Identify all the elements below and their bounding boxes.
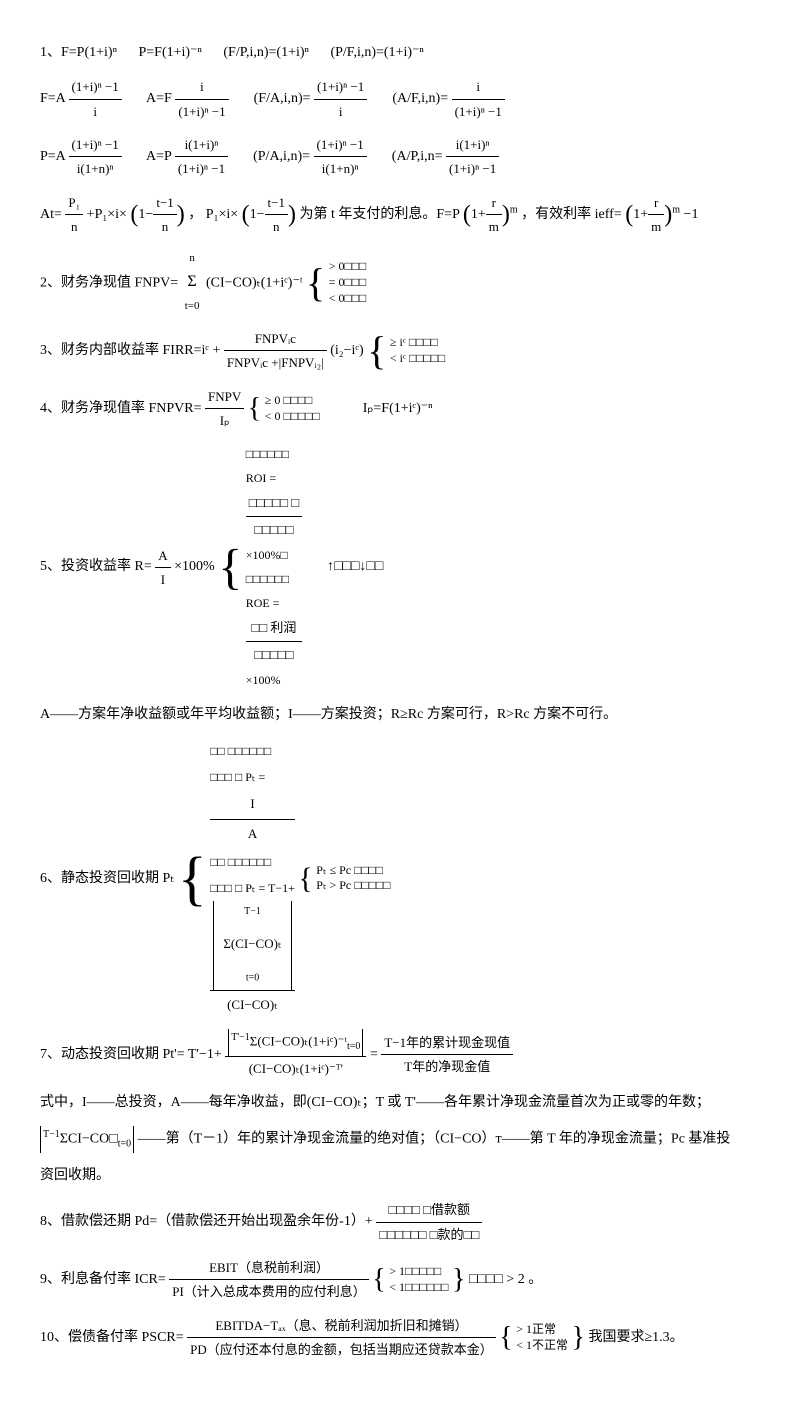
f6-label: 6、静态投资回收期 Pₜ [40,871,174,886]
af-frac: i(1+i)ⁿ −1 [175,75,228,123]
f7-note2: T−1ΣCI−CO□t=0 ——第（T－1）年的累计净现金流量的绝对值；（CI−… [40,1126,760,1153]
f7-frac: T'−1Σ(CI−CO)ₜ(1+iᶜ)⁻ᵗt=0 (CI−CO)ₜ(1+iᶜ)⁻… [225,1029,366,1080]
at-note2: 为第 t 年支付的利息。F=P [300,207,460,222]
f2-sum: n Σ t=0 [182,249,203,317]
at-comma: ， [188,207,202,222]
f5-label: 5、投资收益率 R= [40,560,152,575]
afin-lhs: (A/F,i,n)= [392,91,448,106]
at-note1: P₁×i× [206,207,238,222]
formula-4: 4、财务净现值率 FNPVR= FNPVIₚ { ≥ 0 □□□□ < 0 □□… [40,385,760,433]
f7-note1: 式中，I——总投资，A——每年净收益，即(CI−CO)ₜ；T 或 T'——各年累… [40,1090,760,1115]
at-t1: P₁n [65,191,83,239]
f4-ip: Iₚ=F(1+iᶜ)⁻ⁿ [363,401,433,416]
formula-10: 10、偿债备付率 PSCR= EBITDA−Tₐₓ（息、税前利润加折旧和摊销）P… [40,1314,760,1362]
f3-cases: ≥ iᶜ □□□□ < iᶜ □□□□□ [390,335,445,366]
ap-lhs: A=P [146,149,171,164]
at-eff-tail: −1 [684,207,699,222]
f10-tail: 我国要求≥1.3。 [588,1330,683,1345]
formula-7: 7、动态投资回收期 Pt'= T'−1+ T'−1Σ(CI−CO)ₜ(1+iᶜ)… [40,1029,760,1080]
f5-tail: ×100% [174,560,215,575]
fain-lhs: (F/A,i,n)= [254,91,311,106]
apin-frac: i(1+i)ⁿ(1+i)ⁿ −1 [446,133,499,181]
formula-3: 3、财务内部收益率 FIRR=iᶜ + FNPVᵢcFNPVᵢc +|FNPVᵢ… [40,327,760,375]
apin-lhs: (A/P,i,n= [392,149,443,164]
f7-eq: = [370,1047,378,1062]
f9-frac: EBIT（息税前利润）PI（计入总成本费用的应付利息） [169,1256,369,1304]
formula-5: 5、投资收益率 R= AI ×100% { □□□□□□ ROI = □□□□□… [40,442,760,692]
at-inner: t−1n [153,191,176,239]
f7-rhs: T−1年的累计现金现值T年的净现金值 [381,1031,513,1079]
at-rm: rm [486,191,502,239]
f3-frac: FNPVᵢcFNPVᵢc +|FNPVᵢ₂| [224,327,327,375]
f1-line1d: (P/F,i,n)=(1+i)⁻ⁿ [330,45,423,60]
f8-frac: □□□□ □借款额□□□□□□ □款的□□ [376,1198,482,1246]
f7-label: 7、动态投资回收期 Pt'= [40,1047,185,1062]
f1-line1a: 1、F=P(1+i)ⁿ [40,45,117,60]
fain-frac: (1+i)ⁿ −1i [314,75,367,123]
f9-label: 9、利息备付率 ICR= [40,1272,166,1287]
f2-cases: > 0□□□ = 0□□□ < 0□□□ [329,259,367,306]
f10-label: 10、偿债备付率 PSCR= [40,1330,184,1345]
f9-cases: > 1□□□□□ < 1□□□□□□ [389,1264,448,1295]
formula-6: 6、静态投资回收期 Pₜ { □□ □□□□□□ □□□ □ Pₜ = IA □… [40,738,760,1019]
at-eff: ，有效利率 ieff= [521,207,622,222]
f9-tail: □□□□ > 2 。 [469,1272,542,1287]
formula-1-at: At= P₁n +P₁×i× (1−t−1n) ， P₁×i× (1−t−1n)… [40,191,760,239]
at-lhs: At= [40,207,62,222]
formula-1-row3: P=A (1+i)ⁿ −1i(1+n)ⁿ A=P i(1+i)ⁿ(1+i)ⁿ −… [40,133,760,181]
f5-arrow: ↑□□□↓□□ [327,560,383,575]
formula-1-row2: F=A (1+i)ⁿ −1i A=F i(1+i)ⁿ −1 (F/A,i,n)=… [40,75,760,123]
af-lhs: A=F [146,91,172,106]
f4-cases: ≥ 0 □□□□ < 0 □□□□□ [265,393,320,424]
formula-2: 2、财务净现值 FNPV= n Σ t=0 (CI−CO)ₜ(1+iᶜ)⁻ᵗ {… [40,249,760,317]
pa-lhs: P=A [40,149,65,164]
fa-frac: (1+i)ⁿ −1i [69,75,122,123]
ap-frac: i(1+i)ⁿ(1+i)ⁿ −1 [175,133,228,181]
f1-line1c: (F/P,i,n)=(1+i)ⁿ [223,45,309,60]
at-rm2: rm [648,191,664,239]
f10-cases: > 1正常 < 1不正常 [516,1322,568,1353]
f2-body: (CI−CO)ₜ(1+iᶜ)⁻ᵗ [206,275,303,290]
f3-label: 3、财务内部收益率 FIRR=iᶜ + [40,343,220,358]
f5-cases: □□□□□□ ROI = □□□□□ □□□□□□ ×100%□ □□□□□□ … [246,442,302,692]
f3-tail: (i₂−iᶜ) [330,343,363,358]
pain-frac: (1+i)ⁿ −1i(1+n)ⁿ [314,133,367,181]
f7-note3: 资回收期。 [40,1163,760,1188]
formula-1: 1、F=P(1+i)ⁿ P=F(1+i)⁻ⁿ (F/P,i,n)=(1+i)ⁿ … [40,40,760,65]
formula-9: 9、利息备付率 ICR= EBIT（息税前利润）PI（计入总成本费用的应付利息）… [40,1256,760,1304]
at-inner2: t−1n [265,191,288,239]
afin-frac: i(1+i)ⁿ −1 [452,75,505,123]
pain-lhs: (P/A,i,n)= [253,149,310,164]
at-exp: m [510,204,518,215]
fa-lhs: F=A [40,91,65,106]
f2-label: 2、财务净现值 FNPV= [40,275,178,290]
f4-frac: FNPVIₚ [205,385,244,433]
at-plus: +P₁×i× [87,207,127,222]
f6-cases: Pₜ ≤ Pc □□□□ Pₜ > Pc □□□□□ [316,863,390,894]
formula-8: 8、借款偿还期 Pd=（借款偿还开始出现盈余年份-1）+ □□□□ □借款额□□… [40,1198,760,1246]
f5-frac: AI [155,544,170,592]
f4-label: 4、财务净现值率 FNPVR= [40,401,202,416]
f10-frac: EBITDA−Tₐₓ（息、税前利润加折旧和摊销）PD（应付还本付息的金额，包括当… [187,1314,496,1362]
f8-label: 8、借款偿还期 Pd=（借款偿还开始出现盈余年份-1）+ [40,1214,373,1229]
formula-5-note: A——方案年净收益额或年平均收益额；I——方案投资；R≥Rc 方案可行，R>Rc… [40,702,760,727]
at-exp2: m [672,204,680,215]
f7-lhs: T'−1+ [188,1047,222,1062]
pa-frac: (1+i)ⁿ −1i(1+n)ⁿ [69,133,122,181]
f1-line1b: P=F(1+i)⁻ⁿ [139,45,202,60]
f6-body: □□ □□□□□□ □□□ □ Pₜ = IA □□ □□□□□□ □□□ □ … [210,738,295,1019]
